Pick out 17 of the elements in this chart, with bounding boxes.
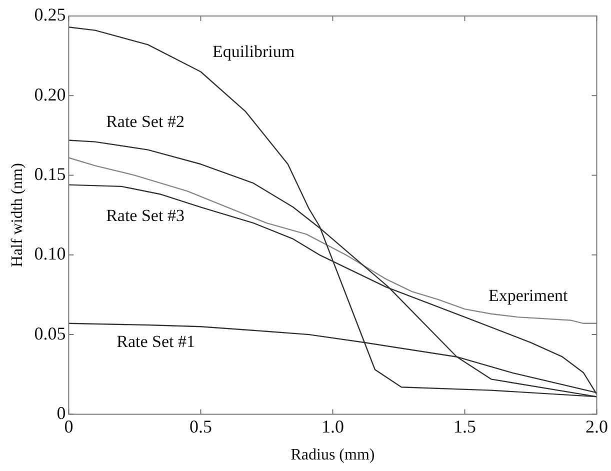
y-tick-label: 0.10 xyxy=(34,244,66,264)
y-tick-label: 0.15 xyxy=(34,164,66,184)
x-axis-title: Radius (mm) xyxy=(290,446,375,464)
y-tick-label: 0.25 xyxy=(34,4,66,25)
x-tick-label: 0.5 xyxy=(189,416,212,437)
y-tick-label: 0.05 xyxy=(34,323,66,344)
y-tick-label: 0 xyxy=(56,402,66,423)
x-tick-label: 1.5 xyxy=(453,416,476,437)
y-axis-title: Half width (nm) xyxy=(8,163,26,268)
series-label: Equilibrium xyxy=(212,42,295,62)
series-label: Rate Set #2 xyxy=(106,112,184,132)
series-label: Rate Set #1 xyxy=(116,332,196,351)
y-tick-label: 0.20 xyxy=(34,84,66,104)
series-label: Rate Set #3 xyxy=(106,206,184,226)
series-label: Experiment xyxy=(488,286,568,305)
x-tick-label: 1.0 xyxy=(321,416,344,437)
x-tick-label: 2.0 xyxy=(586,416,608,437)
